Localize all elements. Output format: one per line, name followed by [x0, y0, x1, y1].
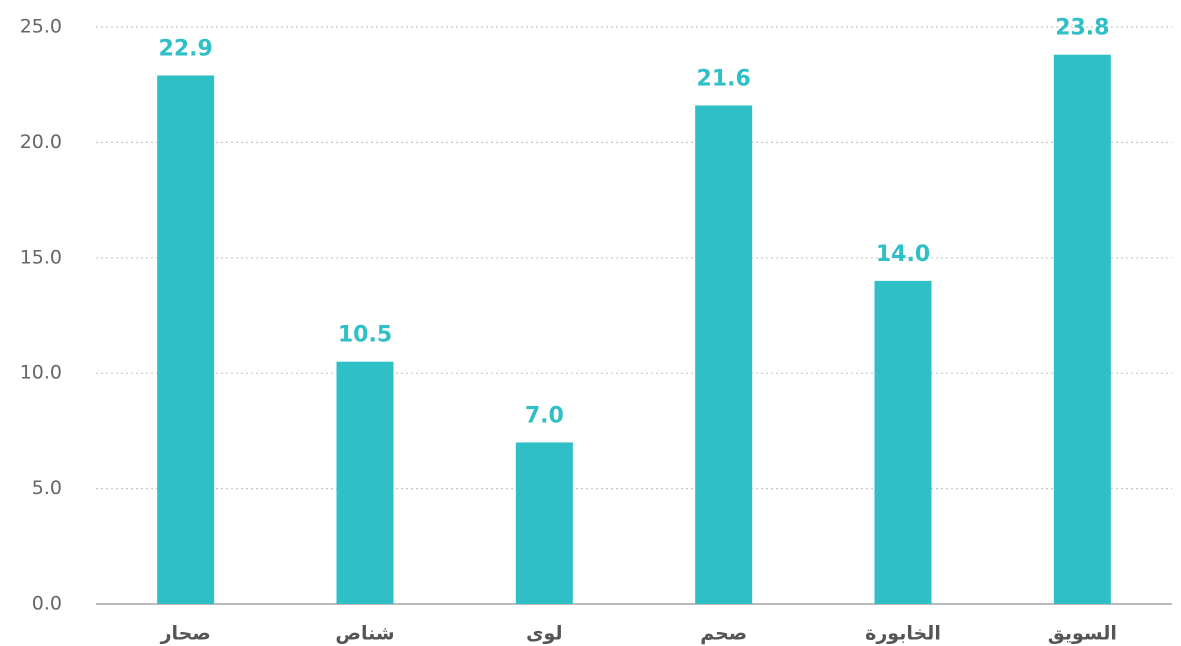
- bar: [1053, 54, 1111, 605]
- x-tick-label: صحم: [700, 623, 747, 645]
- x-tick-label: صحار: [160, 623, 211, 645]
- value-label: 7.0: [525, 403, 564, 428]
- bar: [157, 75, 215, 604]
- bar: [874, 280, 932, 604]
- x-tick-label: شناص: [335, 623, 394, 645]
- x-tick-label: الخابورة: [865, 623, 941, 645]
- y-tick-label: 25.0: [20, 16, 62, 38]
- x-tick-label: لوى: [526, 623, 562, 645]
- y-tick-label: 15.0: [20, 246, 62, 268]
- y-tick-label: 5.0: [32, 477, 62, 499]
- bar: [695, 105, 753, 605]
- value-label: 21.6: [697, 66, 751, 91]
- bar: [515, 442, 573, 604]
- x-tick-label: السويق: [1048, 623, 1117, 645]
- y-tick-label: 20.0: [20, 131, 62, 153]
- y-tick-label: 10.0: [20, 362, 62, 384]
- value-label: 14.0: [876, 242, 930, 267]
- value-label: 10.5: [338, 323, 392, 348]
- y-tick-label: 0.0: [32, 593, 62, 615]
- bar: [336, 361, 394, 604]
- value-label: 23.8: [1055, 16, 1109, 41]
- value-label: 22.9: [159, 36, 213, 61]
